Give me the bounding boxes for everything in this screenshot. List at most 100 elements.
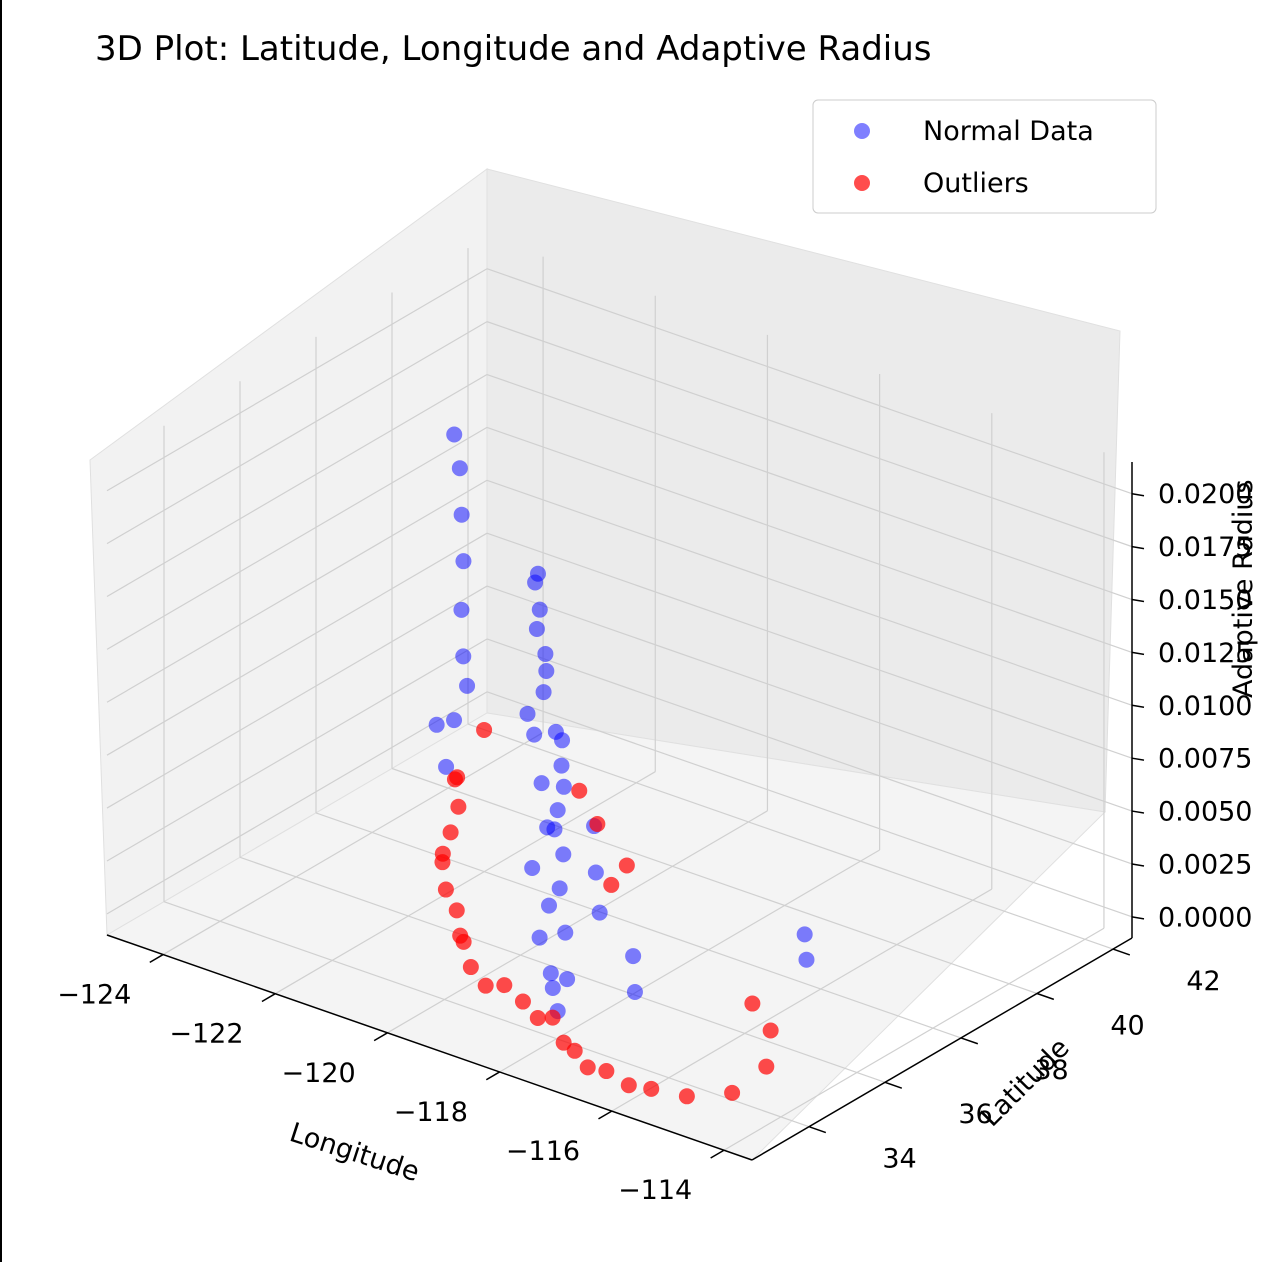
z-tick-label: 0.0125	[1158, 638, 1252, 669]
outlier-point	[496, 977, 513, 994]
normal-data-point	[438, 758, 455, 775]
y-tick-mark	[1112, 948, 1131, 956]
normal-data-point	[451, 460, 468, 477]
z-tick-mark	[1131, 757, 1145, 761]
z-axis-label: Adaptive Radius	[1228, 479, 1259, 698]
normal-data-point	[535, 684, 552, 701]
normal-data-point	[798, 951, 815, 968]
y-axis-line	[751, 937, 1133, 1161]
z-grid-right	[486, 426, 1133, 653]
normal-data-point	[553, 757, 570, 774]
x-tick-label: −122	[169, 1019, 243, 1050]
tick-labels: −124 −122 −120 −118 −116 −114 34 36 38 40 42 0.0000…	[57, 479, 1252, 1206]
data-points	[428, 426, 815, 1105]
normal-data-point	[455, 648, 472, 665]
outlier-point	[589, 816, 606, 833]
z-tick-mark	[1131, 598, 1145, 603]
normal-data-point	[446, 712, 463, 729]
z-grid-left	[106, 268, 488, 492]
z-tick-mark	[1131, 704, 1145, 709]
x-grid-floor	[274, 771, 656, 995]
z-grid-left	[106, 691, 488, 915]
normal-data-point	[549, 802, 566, 819]
outlier-point	[462, 959, 479, 976]
normal-data-point	[528, 620, 545, 637]
z-tick-label: 0.0025	[1158, 849, 1252, 880]
normal-data-point	[446, 426, 463, 443]
legend-box	[812, 99, 1157, 214]
y-grid-floor	[315, 812, 962, 1039]
normal-data-point	[542, 965, 559, 982]
z-grid-left	[106, 532, 488, 756]
x-tick-label: −116	[506, 1136, 580, 1167]
z-tick-label: 0.0100	[1158, 691, 1252, 722]
normal-data-point	[519, 705, 536, 722]
z-tick-label: 0.0000	[1158, 902, 1252, 933]
z-tick-label: 0.0075	[1158, 744, 1252, 775]
outlier-point	[579, 1059, 596, 1076]
z-tick-mark	[1131, 916, 1145, 920]
axes-lines	[106, 462, 1145, 1161]
outlier-point	[744, 995, 761, 1012]
y-grid-floor	[467, 723, 1114, 950]
normal-data-point	[544, 979, 561, 996]
z-grid-left	[106, 426, 488, 650]
normal-data-point	[526, 726, 543, 743]
normal-data-point	[531, 601, 548, 618]
normal-data-point	[559, 971, 576, 988]
y-tick-mark	[1036, 992, 1055, 1001]
outlier-point	[477, 977, 494, 994]
normal-data-point	[538, 662, 555, 679]
normal-data-point	[453, 601, 470, 618]
normal-data-point	[531, 929, 548, 946]
z-grid-left	[106, 373, 488, 598]
outlier-point	[437, 881, 454, 898]
outlier-point	[620, 1077, 637, 1094]
normal-data-point	[524, 859, 541, 876]
outlier-point	[603, 876, 620, 893]
normal-data-point	[455, 553, 472, 570]
normal-data-point	[557, 924, 574, 941]
y-tick-mark	[808, 1125, 827, 1134]
y-grid-floor	[391, 767, 1038, 995]
x-tick-mark	[149, 953, 164, 963]
outlier-point	[555, 1034, 572, 1051]
outlier-point	[448, 902, 465, 919]
z-grid-right	[486, 691, 1133, 918]
outlier-point	[434, 854, 451, 871]
x-tick-label: −124	[57, 980, 131, 1011]
normal-data-point	[541, 897, 558, 914]
normal-data-point	[533, 775, 550, 792]
x-tick-mark	[261, 993, 276, 1003]
back-wall-right	[486, 168, 1121, 813]
outlier-point	[643, 1080, 660, 1097]
x-tick-label: −120	[282, 1058, 356, 1089]
normal-data-point	[625, 948, 642, 965]
normal-data-point	[555, 778, 572, 795]
y-tick-label: 36	[958, 1099, 992, 1130]
y-tick-label: 34	[882, 1144, 916, 1175]
normal-data-point	[591, 904, 608, 921]
z-grid-right	[486, 268, 1133, 495]
z-grid-right	[486, 532, 1133, 759]
x-tick-mark	[373, 1032, 388, 1042]
x-tick-mark	[710, 1149, 725, 1159]
x-tick-label: −114	[618, 1175, 692, 1206]
outlier-point	[598, 1063, 615, 1080]
normal-data-point	[546, 821, 563, 838]
z-tick-label: 0.0150	[1158, 585, 1252, 616]
z-tick-label: 0.0200	[1158, 479, 1252, 510]
normal-data-point	[551, 880, 568, 897]
z-tick-label: 0.0175	[1158, 532, 1252, 563]
legend: Normal Data Outliers	[812, 99, 1157, 214]
z-tick-mark	[1131, 863, 1145, 867]
x-tick-label: −118	[394, 1097, 468, 1128]
legend-marker-normal	[854, 123, 870, 139]
normal-data-point	[554, 732, 571, 749]
outlier-point	[529, 1010, 546, 1027]
legend-marker-outliers	[854, 175, 870, 191]
outlier-point	[450, 798, 467, 815]
z-grid-right	[486, 373, 1133, 601]
